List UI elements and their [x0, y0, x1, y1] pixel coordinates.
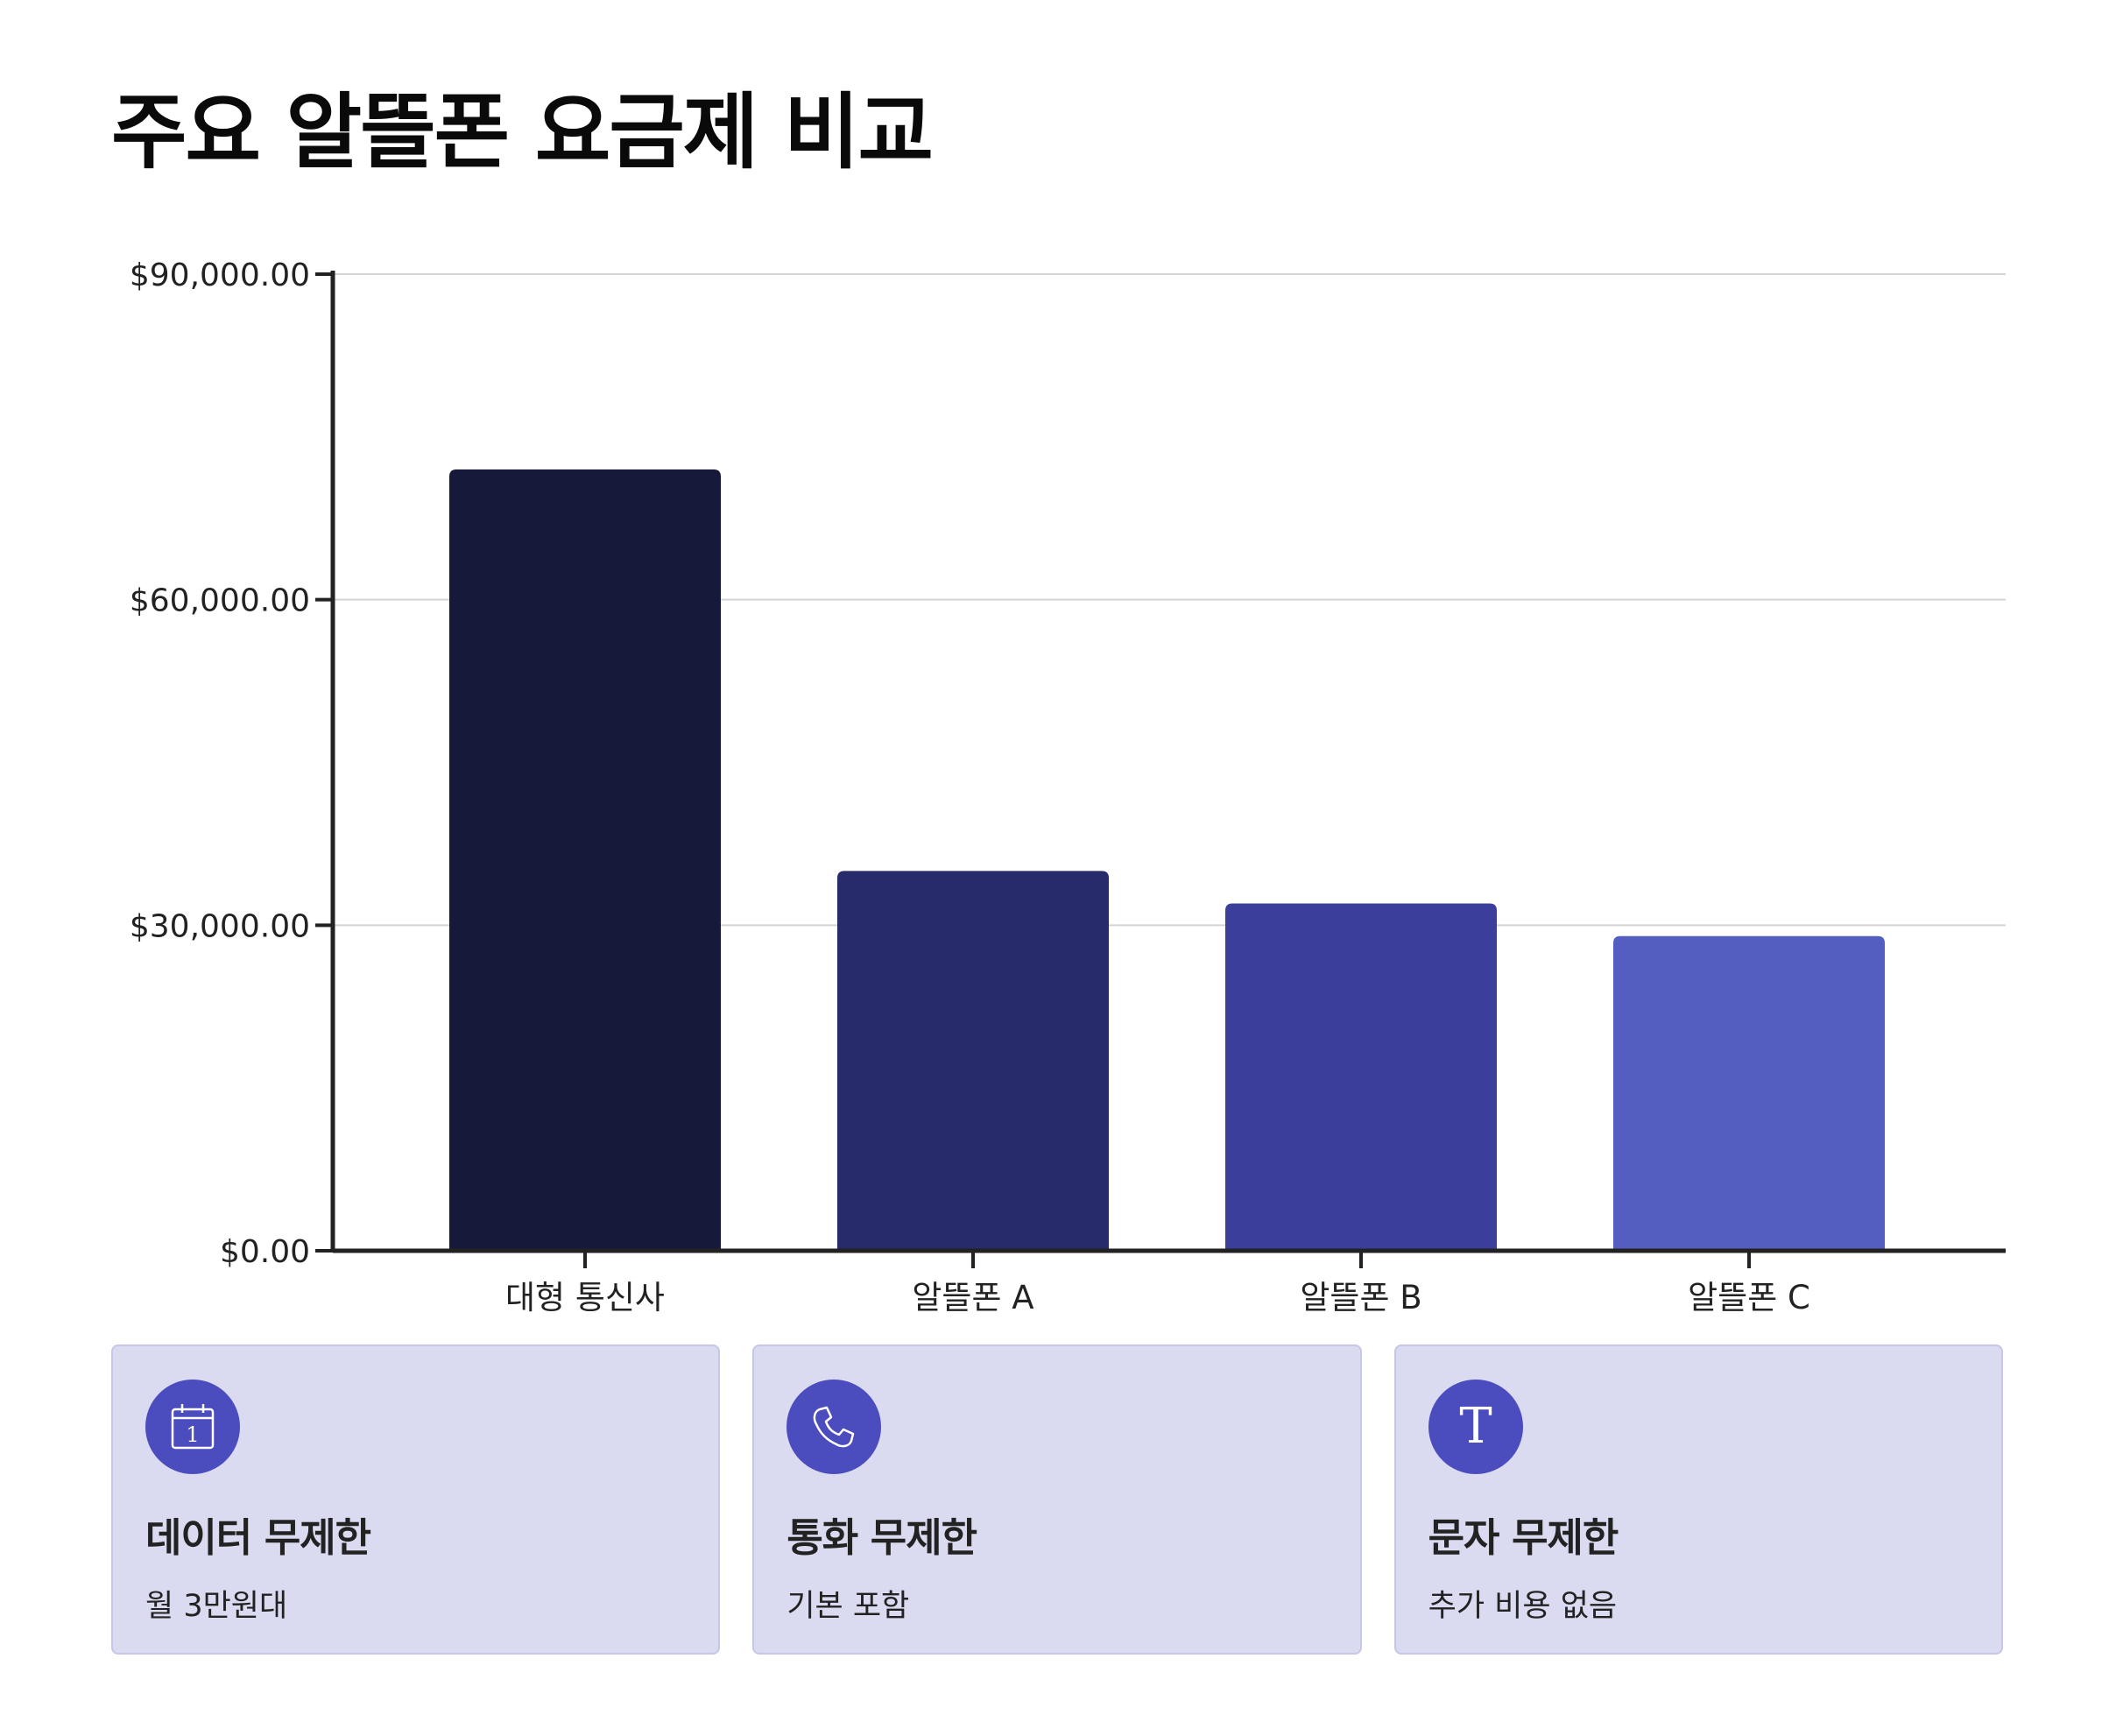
- bar: [837, 871, 1109, 1251]
- text-icon: T: [1428, 1380, 1523, 1474]
- bar: [1613, 935, 1885, 1251]
- y-tick-label: $0.00: [220, 1234, 310, 1270]
- x-tick-label: 알뜰폰 C: [1688, 1279, 1810, 1316]
- axis-layer: [315, 271, 2006, 1268]
- bar: [449, 469, 721, 1251]
- y-tick-label: $90,000.00: [130, 258, 310, 293]
- x-tick-label: 알뜰폰 B: [1300, 1279, 1421, 1316]
- calendar-icon: 1: [145, 1380, 240, 1474]
- calendar-icon-digit: 1: [186, 1422, 199, 1447]
- feature-card-data: 1 데이터 무제한 월 3만원대: [111, 1344, 721, 1655]
- x-tick-label: 알뜰폰 A: [912, 1279, 1033, 1316]
- feature-cards: 1 데이터 무제한 월 3만원대 통화 무제한 기본 포함 T 문자 무제한 추…: [111, 1344, 2003, 1655]
- card-description: 추가 비용 없음: [1428, 1589, 1618, 1624]
- text-icon-glyph: T: [1459, 1401, 1492, 1453]
- card-description: 월 3만원대: [145, 1589, 288, 1624]
- page-title: 주요 알뜰폰 요금제 비교: [111, 85, 934, 180]
- phone-icon: [786, 1380, 882, 1474]
- bar: [1225, 903, 1497, 1251]
- y-tick-label: $30,000.00: [130, 908, 310, 944]
- card-title: 통화 무제한: [786, 1514, 977, 1561]
- card-title: 데이터 무제한: [145, 1514, 371, 1561]
- bar-layer: [449, 469, 1885, 1251]
- feature-card-call: 통화 무제한 기본 포함: [752, 1344, 1362, 1655]
- bar-chart: $0.00 $30,000.00 $60,000.00 $90,000.00 대형 통신…: [130, 258, 2006, 1316]
- card-description: 기본 포함: [786, 1589, 910, 1624]
- card-title: 문자 무제한: [1428, 1514, 1619, 1561]
- label-layer: $0.00 $30,000.00 $60,000.00 $90,000.00 대형 통신…: [130, 258, 1810, 1316]
- x-tick-label: 대형 통신사: [505, 1279, 665, 1316]
- y-tick-label: $60,000.00: [130, 583, 310, 619]
- feature-card-text: T 문자 무제한 추가 비용 없음: [1393, 1344, 2003, 1655]
